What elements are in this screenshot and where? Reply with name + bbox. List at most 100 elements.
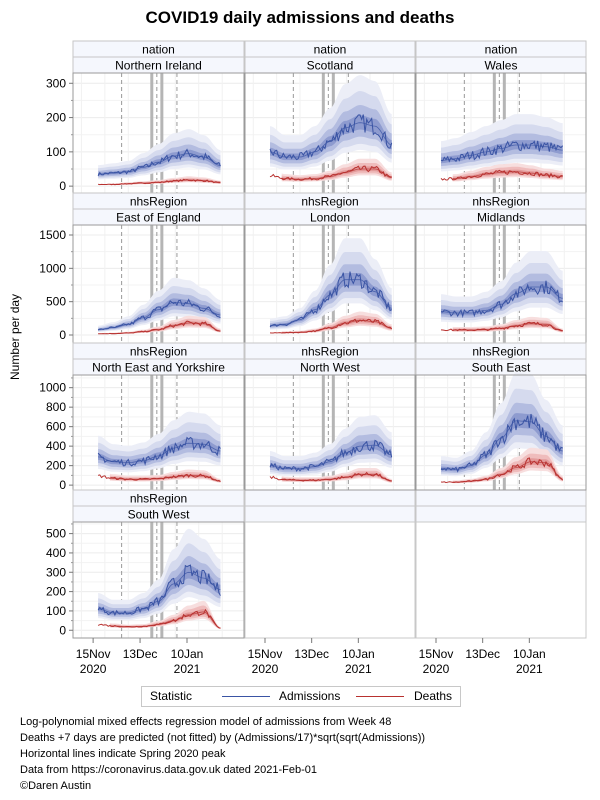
x-tick-label-year: 2020 [252, 662, 279, 676]
deaths-band-outer [109, 600, 221, 630]
panel-group-label: nhsRegion [472, 345, 529, 359]
y-tick-label: 0 [59, 179, 66, 193]
deaths-line [97, 473, 221, 483]
legend-title: Statistic [150, 689, 193, 703]
admissions-line [440, 413, 563, 473]
panel-frame [244, 374, 416, 491]
deaths-line [269, 318, 393, 334]
deaths-line [98, 320, 221, 335]
admissions-line [97, 298, 221, 331]
panel-group-label: nhsRegion [301, 345, 358, 359]
panel-header-group [415, 489, 587, 507]
admissions-line [269, 271, 392, 328]
y-tick-label: 1000 [39, 381, 66, 395]
footnotes: Log-polynomial mixed effects regression … [20, 714, 425, 794]
admissions-line [440, 140, 564, 163]
legend-admissions-label: Admissions [279, 689, 341, 703]
panel-header-group [244, 489, 416, 507]
panel-group-label: nation [142, 43, 175, 57]
legend-deaths-label: Deaths [414, 689, 453, 703]
deaths-line [97, 608, 221, 629]
panel-name-label: South West [128, 508, 190, 522]
deaths-line [440, 321, 563, 332]
y-tick-label: 500 [46, 295, 66, 309]
y-tick-label: 100 [46, 145, 66, 159]
x-tick-label-year: 2021 [345, 662, 372, 676]
panel-name-label: Midlands [477, 211, 525, 225]
deaths-line [269, 165, 392, 181]
panel-frame [415, 374, 587, 491]
y-tick-label: 1000 [39, 261, 66, 275]
x-tick-label: 10Jan [171, 647, 204, 661]
legend: Statistic Admissions Deaths [141, 686, 461, 707]
y-tick-label: 200 [46, 459, 66, 473]
admissions-band-core [98, 298, 221, 331]
legend-deaths-line-icon [356, 696, 404, 697]
y-tick-label: 200 [46, 585, 66, 599]
admissions-band-core [98, 438, 221, 466]
admissions-fit-line [98, 301, 221, 331]
panel-grid-chart: nation Northern Ireland 0 100 200 300 nation Sc… [39, 40, 587, 676]
panel-group-label: nhsRegion [472, 195, 529, 209]
x-tick-label-year: 2020 [80, 662, 107, 676]
admissions-line [97, 436, 221, 467]
y-tick-label: 1500 [39, 228, 66, 242]
deaths-line [269, 471, 392, 482]
deaths-line [440, 457, 564, 484]
panel-group-label: nhsRegion [130, 345, 187, 359]
panel-name-label: Northern Ireland [115, 59, 202, 73]
panel-name-label: Wales [485, 59, 518, 73]
x-tick-label-year: 2021 [174, 662, 201, 676]
y-tick-label: 600 [46, 420, 66, 434]
chart-title: COVID19 daily admissions and deaths [145, 8, 455, 27]
panel-name-label: North West [300, 361, 360, 375]
panel-group-label: nhsRegion [301, 195, 358, 209]
panel-group-label: nation [314, 43, 347, 57]
footnote: Data from https://coronavirus.data.gov.u… [20, 764, 317, 776]
x-tick-label: 13Dec [465, 647, 500, 661]
admissions-line [269, 439, 393, 473]
deaths-band-mid [109, 605, 221, 629]
footnote: Deaths +7 days are predicted (not fitted… [20, 732, 426, 744]
x-tick-label: 10Jan [513, 647, 546, 661]
x-tick-label-year: 2020 [423, 662, 450, 676]
admissions-band-core [441, 413, 563, 472]
admissions-band-core [270, 440, 392, 471]
panel-group-label: nation [485, 43, 518, 57]
panel-name-label: South East [472, 361, 531, 375]
admissions-band-core [270, 115, 392, 161]
panel-name-label: Scotland [307, 59, 354, 73]
plot-area [73, 225, 244, 343]
admissions-line [97, 148, 221, 177]
panel-name-label: London [310, 211, 350, 225]
panel-group-label: nhsRegion [130, 492, 187, 506]
deaths-line [98, 178, 221, 186]
y-tick-label: 500 [46, 527, 66, 541]
admissions-band-core [98, 565, 221, 615]
footnote: Log-polynomial mixed effects regression … [20, 716, 392, 728]
admissions-line [440, 280, 563, 319]
x-tick-label: 15Nov [419, 647, 454, 661]
legend-admissions-line-icon [222, 696, 270, 697]
y-tick-label: 400 [46, 546, 66, 560]
panel-name-label: North East and Yorkshire [92, 361, 225, 375]
y-tick-label: 200 [46, 111, 66, 125]
y-tick-label: 400 [46, 439, 66, 453]
deaths-fit-line [281, 168, 392, 180]
y-tick-label: 0 [59, 623, 66, 637]
panel-name-label: East of England [116, 211, 201, 225]
y-tick-label: 300 [46, 565, 66, 579]
y-tick-label: 800 [46, 400, 66, 414]
x-tick-label: 10Jan [342, 647, 375, 661]
y-tick-label: 300 [46, 76, 66, 90]
empty-panel-frame [415, 521, 587, 639]
x-tick-label: 13Dec [123, 647, 158, 661]
panel-header-name [244, 505, 416, 523]
admissions-line [269, 114, 393, 161]
footnote: Horizontal lines indicate Spring 2020 pe… [20, 748, 226, 760]
y-tick-label: 0 [59, 478, 66, 492]
panel-frame [72, 521, 245, 639]
x-tick-label-year: 2021 [516, 662, 543, 676]
deaths-band-inner [452, 169, 563, 180]
empty-panel-frame [244, 521, 416, 639]
